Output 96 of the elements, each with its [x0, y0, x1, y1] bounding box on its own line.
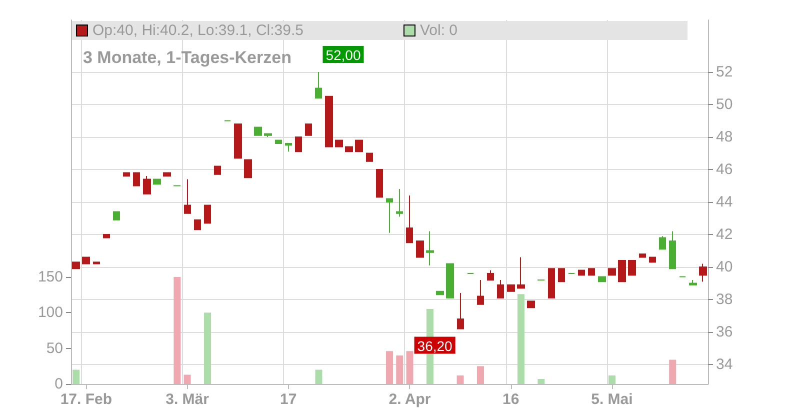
candlestick [234, 124, 242, 159]
y-tick-label: 36 [716, 324, 733, 340]
candlestick [386, 198, 393, 234]
candlestick [699, 263, 707, 282]
candlestick [264, 133, 272, 138]
bar [406, 351, 414, 384]
candlestick [639, 254, 646, 258]
bar [184, 374, 191, 384]
candlestick [82, 256, 90, 264]
candlestick [578, 270, 585, 276]
candlestick [113, 211, 120, 220]
legend-label: Vol: 0 [420, 22, 458, 39]
y-tick-label: 46 [716, 161, 733, 178]
candlestick [366, 152, 373, 162]
x-tick-label: 17. Feb [60, 391, 112, 408]
candlestick [558, 268, 565, 282]
candlestick [497, 280, 504, 298]
bar [477, 366, 484, 384]
candlestick [628, 260, 636, 276]
candlestick [244, 159, 252, 178]
candlestick [285, 143, 292, 152]
candlestick [608, 268, 616, 276]
candlestick [406, 195, 413, 244]
candlestick [527, 300, 535, 308]
candlestick [93, 262, 100, 264]
candlestick [436, 290, 444, 296]
candlestick [355, 140, 363, 152]
y2-tick-label: 0 [54, 376, 63, 392]
bar [72, 370, 80, 384]
y-tick-label: 40 [716, 258, 733, 276]
y-tick-label: 50 [716, 96, 733, 113]
candlestick [345, 146, 353, 152]
candlestick [618, 260, 626, 282]
candlestick [376, 169, 383, 198]
bar [669, 360, 676, 384]
y-tick-label: 52 [716, 64, 733, 80]
x-tick-label: 5. Mai [591, 391, 633, 408]
bar [538, 379, 545, 384]
candlestick [325, 96, 333, 148]
candlestick [548, 268, 555, 298]
bar [517, 294, 524, 384]
candlestick [457, 292, 464, 330]
y-tick-label: 42 [716, 226, 733, 243]
candlestick [659, 236, 666, 250]
candlestick [416, 240, 424, 258]
candlestick [123, 172, 130, 176]
candlestick [315, 72, 322, 98]
bar [204, 312, 211, 384]
x-tick-label: 16 [502, 391, 520, 408]
candlestick [487, 270, 494, 280]
candlestick [517, 256, 525, 289]
candlestick [254, 126, 262, 136]
candlestick [598, 276, 606, 282]
candlestick [477, 280, 484, 305]
candlestick [133, 172, 140, 186]
bar [608, 375, 616, 384]
annotation: 36,20 [417, 338, 453, 354]
candlestick [163, 172, 171, 176]
candlestick [194, 219, 201, 230]
x-tick-label: 3. Mär [166, 391, 210, 408]
bar [456, 375, 464, 384]
text: 3 Monate, 1-Tages-Kerzen [83, 48, 292, 67]
candlestick [507, 284, 515, 292]
y-tick-label: 44 [716, 194, 733, 210]
y2-tick-label: 50 [46, 340, 63, 357]
candlestick [72, 262, 80, 270]
candlestick [153, 178, 161, 185]
annotation: 52,00 [326, 47, 361, 63]
candlestick [214, 166, 221, 175]
candlestick [305, 124, 312, 136]
candlestick [295, 136, 302, 152]
y2-tick-label: 150 [38, 268, 63, 286]
candlestick [689, 280, 697, 286]
y-tick-label: 48 [716, 128, 733, 146]
candlestick [103, 234, 110, 238]
x-tick-label: 2. Apr [388, 391, 431, 408]
candlestick [275, 140, 282, 144]
candlestick [396, 188, 403, 218]
candlestick [143, 176, 151, 194]
y-tick-label: 34 [716, 356, 733, 373]
bar [386, 351, 393, 384]
candlestick [669, 230, 676, 270]
candlestick [426, 230, 434, 266]
candlestick [649, 256, 656, 263]
candlestick [335, 140, 343, 148]
bar [396, 355, 404, 384]
y-tick-label: 38 [716, 291, 733, 308]
candlestick [204, 204, 211, 224]
candlestick [446, 263, 454, 298]
bar [174, 276, 181, 384]
bar [315, 370, 322, 384]
x-tick-label: 17 [280, 391, 297, 408]
candlestick [588, 268, 595, 276]
y2-tick-label: 100 [38, 304, 63, 322]
candlestick [184, 178, 191, 214]
legend-label: Op:40, Hi:40.2, Lo:39.1, Cl:39.5 [92, 22, 304, 39]
